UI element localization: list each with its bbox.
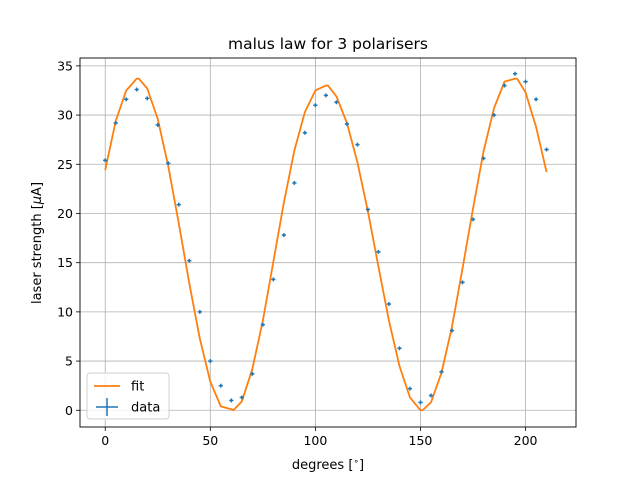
data-point bbox=[281, 233, 286, 238]
data-point bbox=[208, 359, 213, 364]
data-point bbox=[449, 328, 455, 333]
data-point bbox=[544, 147, 549, 152]
data-point bbox=[113, 120, 118, 125]
fit-series bbox=[104, 77, 548, 412]
data-point bbox=[533, 97, 539, 102]
data-point bbox=[134, 87, 139, 92]
data-point bbox=[355, 142, 360, 147]
y-tick-label: 15 bbox=[57, 255, 73, 270]
y-tick-label: 20 bbox=[57, 206, 73, 221]
data-point bbox=[491, 113, 497, 118]
data-point bbox=[271, 277, 276, 282]
data-point bbox=[376, 249, 381, 254]
x-axis-label: degrees [∘] bbox=[292, 457, 364, 473]
data-point bbox=[523, 79, 528, 84]
data-point bbox=[292, 181, 297, 185]
legend: fit data bbox=[86, 372, 170, 420]
data-point bbox=[124, 97, 129, 102]
data-point bbox=[502, 83, 507, 88]
data-point bbox=[302, 130, 307, 135]
data-point bbox=[229, 398, 234, 403]
data-point bbox=[218, 383, 223, 388]
data-point bbox=[145, 96, 150, 101]
data-point bbox=[334, 100, 339, 105]
data-point bbox=[344, 121, 350, 126]
data-point bbox=[481, 156, 486, 161]
data-point bbox=[470, 217, 476, 222]
x-tick-label: 0 bbox=[101, 433, 109, 448]
chart-title: malus law for 3 polarisers bbox=[228, 35, 428, 53]
y-axis-label: laser strength [μA] bbox=[30, 182, 45, 304]
axes-frame bbox=[79, 57, 577, 428]
data-point bbox=[187, 258, 192, 263]
legend-data-label: data bbox=[131, 401, 160, 416]
data-point bbox=[386, 302, 392, 306]
legend-fit-label: fit bbox=[131, 380, 144, 395]
grid bbox=[80, 58, 576, 427]
data-point bbox=[155, 122, 160, 127]
data-point bbox=[397, 346, 402, 351]
data-point bbox=[239, 395, 244, 400]
x-tick-label: 100 bbox=[303, 433, 327, 448]
x-tick-label: 50 bbox=[202, 433, 218, 448]
data-point bbox=[439, 369, 444, 374]
data-point bbox=[250, 371, 255, 376]
data-point bbox=[176, 202, 181, 207]
data-point bbox=[428, 393, 434, 398]
data-series bbox=[103, 71, 549, 405]
y-tick-label: 10 bbox=[57, 304, 73, 319]
x-tick-label: 200 bbox=[514, 433, 538, 448]
data-point bbox=[460, 280, 465, 285]
data-point bbox=[166, 161, 171, 166]
data-point bbox=[365, 207, 371, 212]
y-tick-label: 25 bbox=[57, 157, 73, 172]
ticks: 0 50 100 150 200 0 5 10 15 20 25 30 35 bbox=[57, 58, 537, 448]
y-tick-label: 0 bbox=[65, 403, 73, 418]
y-tick-label: 30 bbox=[57, 108, 73, 123]
data-point bbox=[103, 158, 108, 163]
data-point bbox=[418, 400, 423, 405]
x-tick-label: 150 bbox=[409, 433, 433, 448]
data-point bbox=[512, 71, 518, 76]
data-point bbox=[407, 386, 413, 391]
data-point bbox=[323, 93, 328, 98]
y-tick-label: 5 bbox=[65, 354, 73, 369]
data-point bbox=[313, 103, 318, 108]
data-point bbox=[260, 322, 265, 327]
data-point bbox=[197, 309, 202, 314]
fit-line bbox=[104, 77, 548, 412]
y-tick-label: 35 bbox=[57, 58, 73, 73]
